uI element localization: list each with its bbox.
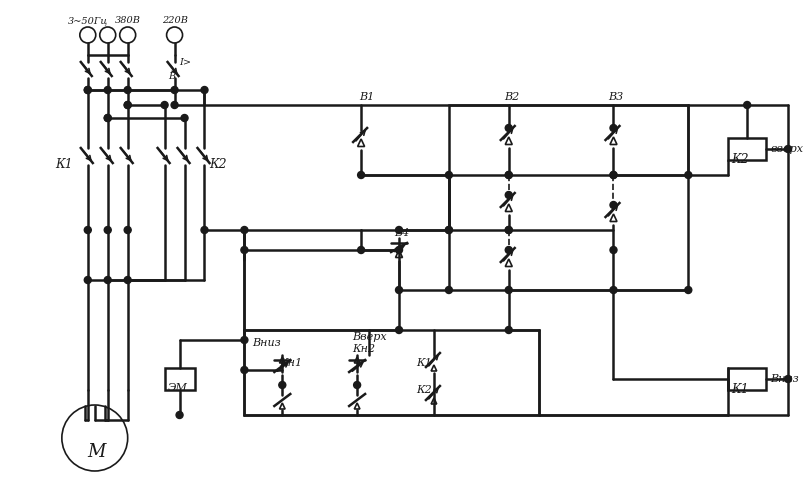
Circle shape [445,227,452,233]
Circle shape [395,227,402,233]
Circle shape [124,102,131,108]
Circle shape [124,102,131,108]
Circle shape [395,246,402,254]
Circle shape [783,376,791,382]
Circle shape [201,227,208,233]
Circle shape [104,276,111,284]
Text: Кн2: Кн2 [352,344,375,354]
Circle shape [124,276,131,284]
Circle shape [181,115,188,121]
Circle shape [609,246,616,254]
Text: 380В: 380В [114,16,140,25]
Circle shape [609,124,616,132]
Circle shape [684,287,691,293]
Text: В4: В4 [393,228,409,238]
Circle shape [354,381,360,389]
Circle shape [445,171,452,179]
Circle shape [84,276,91,284]
Text: 220В: 220В [161,16,187,25]
Circle shape [124,87,131,93]
Text: К1: К1 [730,383,748,396]
Text: М: М [87,443,105,461]
Text: В2: В2 [503,92,518,102]
Circle shape [176,411,182,419]
Circle shape [171,87,178,93]
Text: В3: В3 [607,92,623,102]
Circle shape [84,227,91,233]
Circle shape [504,287,512,293]
Text: К1: К1 [415,358,431,368]
Circle shape [743,102,749,108]
Circle shape [104,227,111,233]
Circle shape [241,227,247,233]
Circle shape [278,381,285,389]
Bar [727,368,765,390]
Circle shape [124,227,131,233]
Circle shape [504,192,512,198]
Circle shape [609,171,616,179]
Circle shape [609,287,616,293]
Circle shape [201,87,208,93]
Circle shape [171,102,178,108]
Text: вверх: вверх [769,144,802,154]
Text: К2: К2 [415,385,431,395]
Circle shape [783,146,791,152]
Circle shape [504,227,512,233]
Circle shape [395,287,402,293]
Circle shape [684,171,691,179]
Circle shape [445,287,452,293]
Text: Вниз: Вниз [252,338,281,348]
Circle shape [504,171,512,179]
Circle shape [609,201,616,209]
Text: Вниз: Вниз [769,374,798,384]
Text: I>: I> [179,58,191,67]
Text: Кн1: Кн1 [279,358,302,368]
Circle shape [241,246,247,254]
Circle shape [445,227,452,233]
Circle shape [504,124,512,132]
Circle shape [504,327,512,333]
Circle shape [504,227,512,233]
Bar [165,368,195,390]
Circle shape [609,171,616,179]
Circle shape [84,87,91,93]
Text: 3~50Гц: 3~50Гц [68,16,108,25]
Text: В1: В1 [358,92,374,102]
Circle shape [504,246,512,254]
Circle shape [357,246,364,254]
Text: В: В [169,72,175,81]
Bar [244,330,538,415]
Text: ЭМ: ЭМ [167,383,187,393]
Circle shape [104,115,111,121]
Circle shape [504,171,512,179]
Circle shape [104,87,111,93]
Circle shape [395,327,402,333]
Text: К2: К2 [730,153,748,166]
Circle shape [241,366,247,374]
Circle shape [161,102,168,108]
Circle shape [104,115,111,121]
Bar [727,138,765,160]
Text: К2: К2 [209,158,227,171]
Circle shape [357,171,364,179]
Text: К1: К1 [55,158,72,171]
Text: Вверх: Вверх [352,332,386,342]
Bar [448,105,688,290]
Circle shape [84,87,91,93]
Circle shape [241,336,247,344]
